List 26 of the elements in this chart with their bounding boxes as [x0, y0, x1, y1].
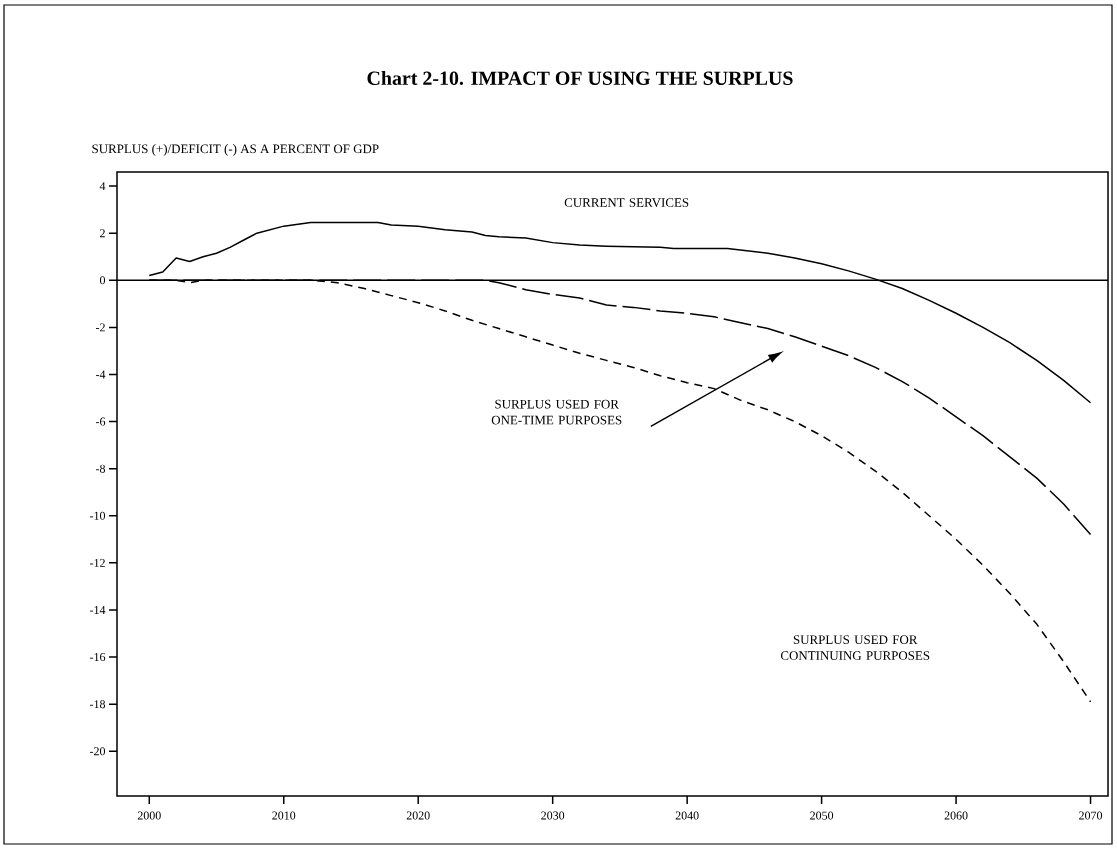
x-tick-label: 2010: [272, 811, 296, 820]
x-tick-label: 2060: [944, 811, 968, 820]
x-tick-label: 2050: [810, 811, 834, 820]
x-tick-label: 2000: [137, 811, 161, 820]
y-tick-label: 2: [100, 229, 105, 238]
y-tick-label: -6: [95, 417, 106, 426]
annotation: SURPLUS USED FOR ONE-TIME PURPOSES: [491, 399, 622, 425]
y-tick-label: -18: [90, 700, 106, 709]
y-tick-label: 4: [99, 182, 106, 191]
y-tick-label: -16: [90, 653, 106, 662]
text: CURRENT SERVICES: [564, 198, 689, 207]
y-tick-label: -10: [90, 511, 106, 520]
y-tick-label: -20: [90, 747, 106, 756]
y-tick-label: -12: [90, 558, 105, 567]
x-tick-label: 2030: [541, 811, 565, 820]
x-tick-label: 2040: [675, 811, 699, 820]
y-tick-label: -2: [95, 323, 105, 332]
y-tick-label: -14: [90, 606, 106, 614]
annotation: SURPLUS USED FOR CONTINUING PURPOSES: [780, 635, 930, 660]
chart-title: Chart 2-10. IMPACT OF USING THE SURPLUS: [367, 70, 793, 86]
y-tick-label: -8: [95, 464, 106, 473]
x-tick-label: 2070: [1079, 811, 1103, 820]
y-tick-label: -4: [95, 370, 106, 379]
y-axis-title: SURPLUS (+)/DEFICIT (-) AS A PERCENT OF GDP: [92, 144, 379, 156]
y-tick-label: 0: [99, 276, 106, 285]
x-tick-label: 2020: [406, 811, 430, 820]
